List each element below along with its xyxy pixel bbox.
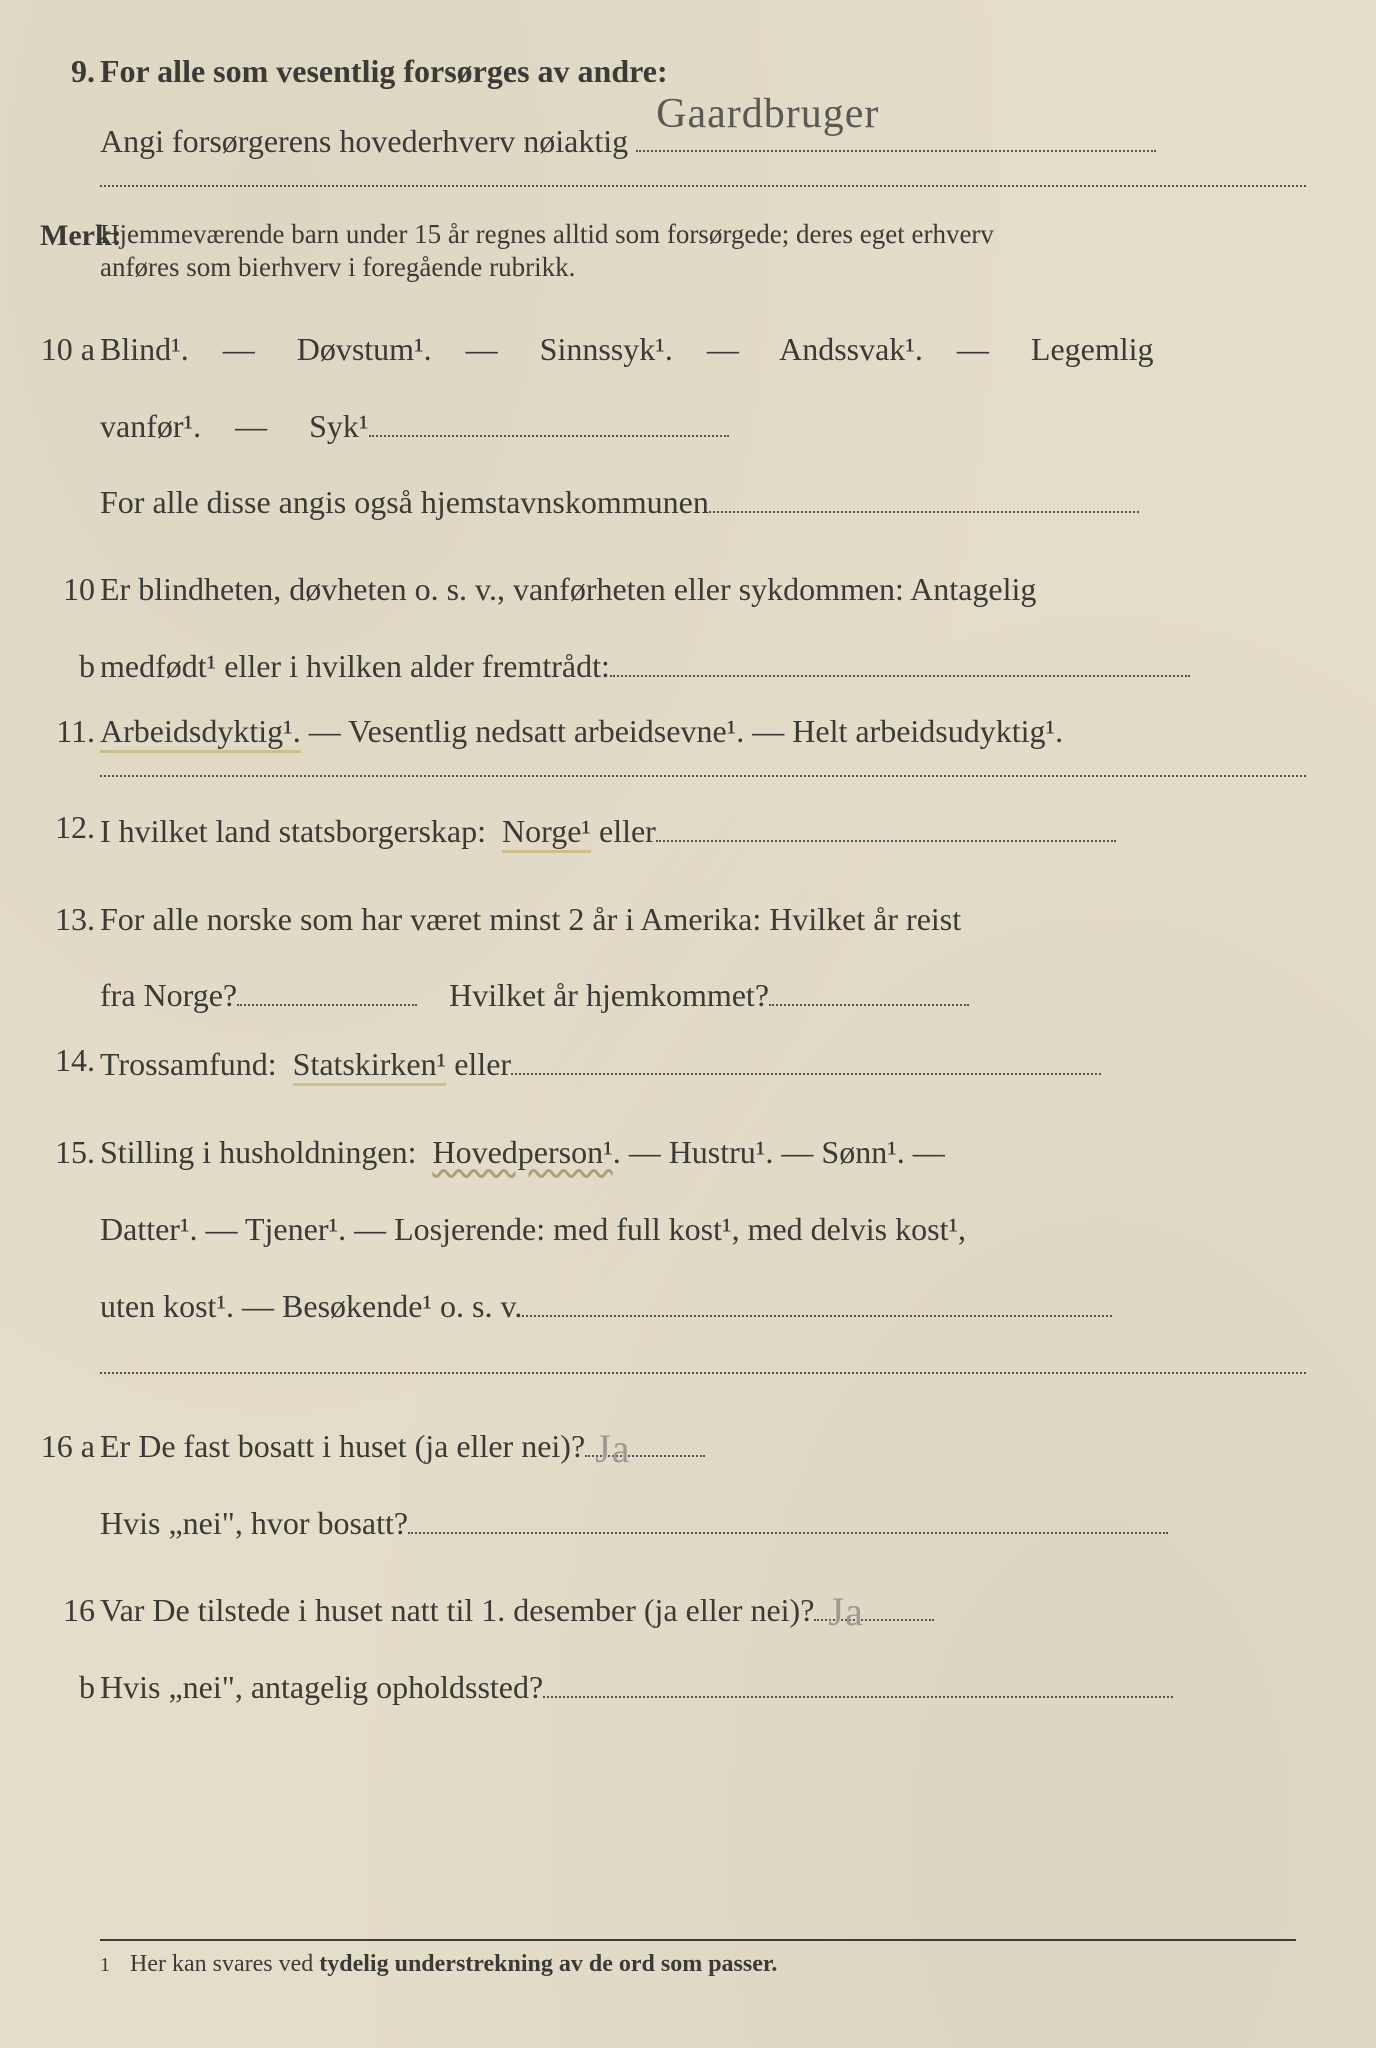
q15-number: 15. <box>40 1114 95 1191</box>
q12-number: 12. <box>40 811 95 843</box>
q14-fill <box>511 1044 1101 1075</box>
q16b-q: Var De tilstede i huset natt til 1. dese… <box>100 1592 814 1628</box>
q13-fill-1 <box>237 976 417 1007</box>
q10b-number: 10 b <box>40 551 95 705</box>
q12-a: I hvilket land statsborgerskap: <box>100 813 486 849</box>
q14-a: Trossamfund: <box>100 1046 277 1082</box>
q13-t1: For alle norske som har været minst 2 år… <box>100 901 961 937</box>
q16b-row: 16 b Var De tilstede i huset natt til 1.… <box>100 1572 1306 1726</box>
footnote-text: Her kan svares ved tydelig understreknin… <box>130 1951 777 1977</box>
q10a-opt-3: Andssvak¹. <box>779 331 923 367</box>
q16b-ans-line: Ja <box>814 1590 934 1621</box>
merk-label: Merk: <box>40 221 122 251</box>
q13-t2b: Hvilket år hjemkommet? <box>449 977 769 1013</box>
q9-heading: For alle som vesentlig forsørges av andr… <box>100 53 668 89</box>
divider-after-15 <box>100 1370 1306 1374</box>
q12-eller: eller <box>591 813 656 849</box>
q10b-text-2: medfødt¹ eller i hvilken alder fremtrådt… <box>100 648 610 684</box>
q16a-number: 16 a <box>40 1408 95 1485</box>
merk-row: Merk: Hjemmeværende barn under 15 år reg… <box>100 221 1306 248</box>
q16b-sub: Hvis „nei", antagelig opholdssted? <box>100 1669 543 1705</box>
q15-hoved: Hovedperson¹ <box>432 1134 612 1170</box>
q9-heading-row: 9. For alle som vesentlig forsørges av a… <box>100 55 1306 87</box>
q10a-cont-0: vanfør¹. <box>100 408 201 444</box>
q15-rest1: . — Hustru¹. — Sønn¹. — <box>613 1134 945 1170</box>
q16a-q: Er De fast bosatt i huset (ja eller nei)… <box>100 1428 585 1464</box>
divider-after-9 <box>100 183 1306 187</box>
q14-stats: Statskirken¹ <box>293 1046 447 1086</box>
q15-a: Stilling i husholdningen: <box>100 1134 416 1170</box>
q10b-fill <box>610 646 1190 677</box>
q10a-opt-0: Blind¹. <box>100 331 189 367</box>
q10a-syk-line <box>369 406 729 437</box>
q10b-text-1: Er blindheten, døvheten o. s. v., vanfør… <box>100 571 1036 607</box>
q10a-cont-1: Syk¹ <box>309 408 368 444</box>
q10a-opt-2: Sinnssyk¹. <box>540 331 673 367</box>
q10a-kommune-line <box>709 483 1139 514</box>
q16a-row: 16 a Er De fast bosatt i huset (ja eller… <box>100 1408 1306 1562</box>
q15-line2: Datter¹. — Tjener¹. — Losjerende: med fu… <box>100 1191 1306 1268</box>
q13-fill-2 <box>769 976 969 1007</box>
q13-number: 13. <box>40 881 95 958</box>
q9-answer-handwritten: Gaardbruger <box>656 93 879 135</box>
q14-number: 14. <box>40 1044 95 1076</box>
q14-row: 14. Trossamfund: Statskirken¹ eller <box>100 1044 1306 1080</box>
q16b-sub-fill <box>543 1667 1173 1698</box>
q10a-opt-4: Legemlig <box>1031 331 1154 367</box>
q16b-answer: Ja <box>828 1564 863 1660</box>
q12-fill <box>656 811 1116 842</box>
q11-row: 11. Arbeidsdyktig¹. — Vesentlig nedsatt … <box>100 715 1306 747</box>
q10a-row: 10 a Blind¹.— Døvstum¹.— Sinnssyk¹.— And… <box>100 311 1306 541</box>
q11-b: — Vesentlig nedsatt arbeidsevne¹. — Helt… <box>309 713 1063 749</box>
q10a-line2: For alle disse angis også hjemstavnskomm… <box>100 484 709 520</box>
merk-row-2: anføres som bierhverv i foregående rubri… <box>100 254 1306 281</box>
q9-line-row: Angi forsørgerens hovederhverv nøiaktig … <box>100 121 1306 157</box>
footnote: 1 Her kan svares ved tydelig understrekn… <box>100 1939 1296 1978</box>
q16a-sub-fill <box>408 1503 1168 1534</box>
q12-norge: Norge¹ <box>502 813 591 853</box>
q9-prompt: Angi forsørgerens hovederhverv nøiaktig <box>100 123 628 159</box>
q16a-answer: Ja <box>595 1401 630 1497</box>
q13-t2a: fra Norge? <box>100 977 237 1013</box>
q10a-opt-1: Døvstum¹. <box>297 331 432 367</box>
q16b-number: 16 b <box>40 1572 95 1726</box>
q12-row: 12. I hvilket land statsborgerskap: Norg… <box>100 811 1306 847</box>
q15-row: 15. Stilling i husholdningen: Hovedperso… <box>100 1114 1306 1344</box>
q11-a: Arbeidsdyktig¹. <box>100 713 301 753</box>
q15-fill <box>522 1286 1112 1317</box>
footnote-num: 1 <box>100 1954 110 1976</box>
q15-line3a: uten kost¹. — Besøkende¹ o. s. v. <box>100 1288 522 1324</box>
q10a-number: 10 a <box>40 311 95 388</box>
q9-fill-line: Gaardbruger <box>636 121 1156 152</box>
q16a-ans-line: Ja <box>585 1427 705 1458</box>
q13-row: 13. For alle norske som har været minst … <box>100 881 1306 1035</box>
merk-text-1: Hjemmeværende barn under 15 år regnes al… <box>100 219 994 249</box>
q14-eller: eller <box>446 1046 511 1082</box>
census-form-page: 9. For alle som vesentlig forsørges av a… <box>0 0 1376 2048</box>
q9-number: 9. <box>40 55 95 87</box>
divider-after-11 <box>100 773 1306 777</box>
q11-number: 11. <box>40 715 95 747</box>
merk-text-2: anføres som bierhverv i foregående rubri… <box>100 252 575 282</box>
q10b-row: 10 b Er blindheten, døvheten o. s. v., v… <box>100 551 1306 705</box>
q16a-sub: Hvis „nei", hvor bosatt? <box>100 1505 408 1541</box>
